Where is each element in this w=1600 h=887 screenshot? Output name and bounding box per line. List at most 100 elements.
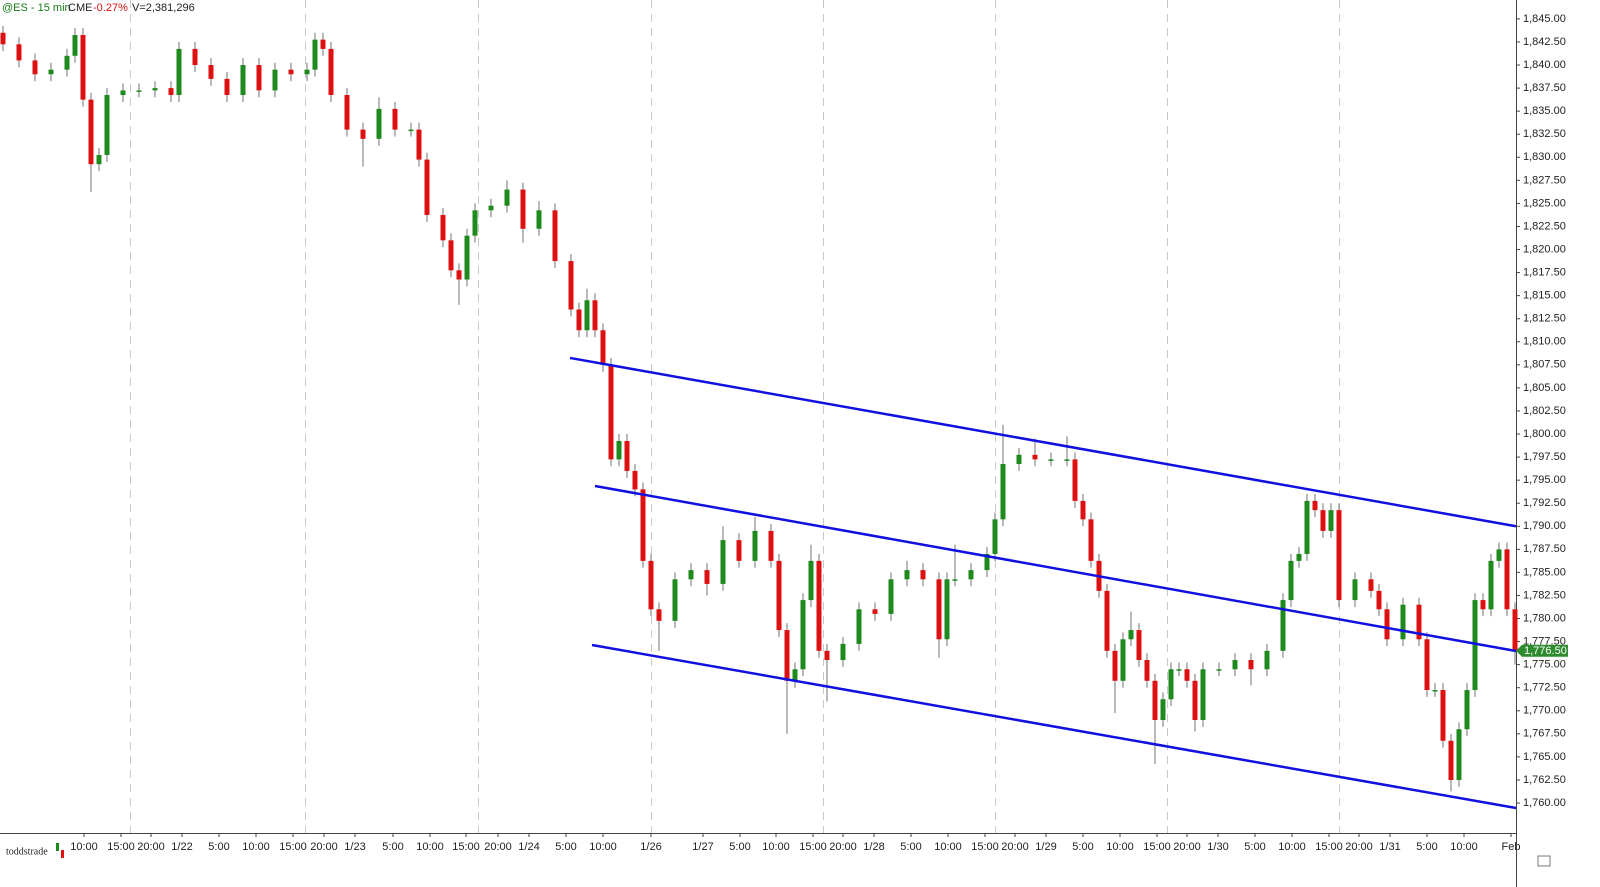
candle-body bbox=[1512, 609, 1518, 651]
candle-body bbox=[1504, 549, 1510, 610]
candle-body bbox=[176, 48, 182, 96]
x-tick-label: 20:00 bbox=[1345, 841, 1373, 853]
candle-body bbox=[632, 470, 638, 490]
y-tick-label: 1,820.00 bbox=[1523, 243, 1566, 255]
candle-body bbox=[1328, 510, 1334, 531]
candle-body bbox=[80, 35, 86, 100]
candle-body bbox=[1464, 690, 1470, 730]
candle-body bbox=[120, 90, 126, 96]
y-tick-label: 1,835.00 bbox=[1523, 105, 1566, 117]
candle-body bbox=[96, 154, 102, 165]
candle-body bbox=[920, 570, 926, 580]
candle-body bbox=[904, 570, 910, 580]
candle-body bbox=[1288, 560, 1294, 601]
x-tick-label: 10:00 bbox=[1450, 841, 1478, 853]
change: -0.27% bbox=[93, 2, 128, 14]
candle-body bbox=[952, 579, 958, 581]
x-tick-label: 1/31 bbox=[1379, 841, 1400, 853]
x-tick-label: 5:00 bbox=[729, 841, 750, 853]
x-tick-label: 1/26 bbox=[640, 841, 661, 853]
candle-body bbox=[392, 108, 398, 130]
candle-body bbox=[520, 189, 526, 229]
x-tick-label: 5:00 bbox=[382, 841, 403, 853]
candle-body bbox=[464, 235, 470, 280]
y-tick-label: 1,792.50 bbox=[1523, 497, 1566, 509]
scroll-button[interactable] bbox=[1537, 855, 1551, 867]
y-tick-label: 1,772.50 bbox=[1523, 682, 1566, 694]
y-tick-label: 1,770.00 bbox=[1523, 705, 1566, 717]
candle-body bbox=[1448, 740, 1454, 780]
last-price-marker bbox=[1516, 644, 1568, 657]
x-tick-label: 10:00 bbox=[589, 841, 617, 853]
x-tick-label: 20:00 bbox=[484, 841, 512, 853]
candle-body bbox=[448, 240, 454, 271]
candle-body bbox=[552, 210, 558, 262]
y-tick-label: 1,842.50 bbox=[1523, 36, 1566, 48]
candle-body bbox=[1144, 660, 1150, 681]
x-tick-label: 10:00 bbox=[416, 841, 444, 853]
x-tick-label: 15:00 bbox=[107, 841, 135, 853]
x-tick-label: 1/22 bbox=[171, 841, 192, 853]
candle-body bbox=[936, 579, 942, 640]
candle-body bbox=[1416, 604, 1422, 640]
candle-body bbox=[328, 48, 334, 96]
y-tick-label: 1,807.50 bbox=[1523, 359, 1566, 371]
candle-body bbox=[576, 309, 582, 331]
x-tick-label: Feb bbox=[1502, 841, 1521, 853]
candle-body bbox=[808, 560, 814, 601]
y-tick-label: 1,787.50 bbox=[1523, 543, 1566, 555]
x-tick-label: 10:00 bbox=[762, 841, 790, 853]
x-tick-label: 1/24 bbox=[518, 841, 539, 853]
candle-body bbox=[1048, 459, 1054, 461]
y-tick-label: 1,832.50 bbox=[1523, 128, 1566, 140]
candle-body bbox=[288, 69, 294, 75]
x-tick-label: 5:00 bbox=[1244, 841, 1265, 853]
channel-line bbox=[569, 356, 1517, 528]
x-tick-label: 20:00 bbox=[829, 841, 857, 853]
candles bbox=[0, 25, 1518, 792]
candle-body bbox=[872, 609, 878, 614]
icon bbox=[56, 843, 59, 851]
y-tick-label: 1,805.00 bbox=[1523, 382, 1566, 394]
y-tick-label: 1,797.50 bbox=[1523, 451, 1566, 463]
candle-body bbox=[736, 540, 742, 561]
candle-body bbox=[1488, 560, 1494, 610]
candle-body bbox=[1352, 579, 1358, 601]
candle-body bbox=[1200, 669, 1206, 720]
candle-body bbox=[1248, 660, 1254, 670]
candle-body bbox=[944, 579, 950, 640]
x-tick-label: 20:00 bbox=[137, 841, 165, 853]
x-tick-label: 5:00 bbox=[208, 841, 229, 853]
candle-body bbox=[344, 95, 350, 130]
candle-body bbox=[1088, 519, 1094, 561]
x-tick-label: 1/23 bbox=[344, 841, 365, 853]
y-tick-label: 1,782.50 bbox=[1523, 589, 1566, 601]
candle-body bbox=[600, 330, 606, 365]
candle-body bbox=[472, 210, 478, 236]
channel-line bbox=[591, 643, 1517, 810]
candle-body bbox=[1320, 510, 1326, 531]
y-tick-label: 1,830.00 bbox=[1523, 151, 1566, 163]
candle-body bbox=[1192, 680, 1198, 720]
candle-body bbox=[720, 540, 726, 584]
candle-body bbox=[1432, 690, 1438, 692]
candle-body bbox=[1304, 500, 1310, 554]
candle-body bbox=[608, 364, 614, 460]
x-tick-label: 15:00 bbox=[279, 841, 307, 853]
y-tick-label: 1,827.50 bbox=[1523, 174, 1566, 186]
y-tick-label: 1,815.00 bbox=[1523, 290, 1566, 302]
candle-body bbox=[856, 609, 862, 644]
candle-body bbox=[312, 39, 318, 70]
candle-body bbox=[456, 270, 462, 280]
x-tick-label: 15:00 bbox=[1143, 841, 1171, 853]
y-tick-label: 1,812.50 bbox=[1523, 313, 1566, 325]
candle-body bbox=[224, 78, 230, 96]
candle-body bbox=[656, 609, 662, 621]
y-tick-label: 1,777.50 bbox=[1523, 635, 1566, 647]
candle-body bbox=[48, 69, 54, 75]
candle-body bbox=[16, 44, 22, 61]
y-tick-label: 1,765.00 bbox=[1523, 751, 1566, 763]
candle-body bbox=[1104, 590, 1110, 651]
candle-body bbox=[168, 88, 174, 96]
